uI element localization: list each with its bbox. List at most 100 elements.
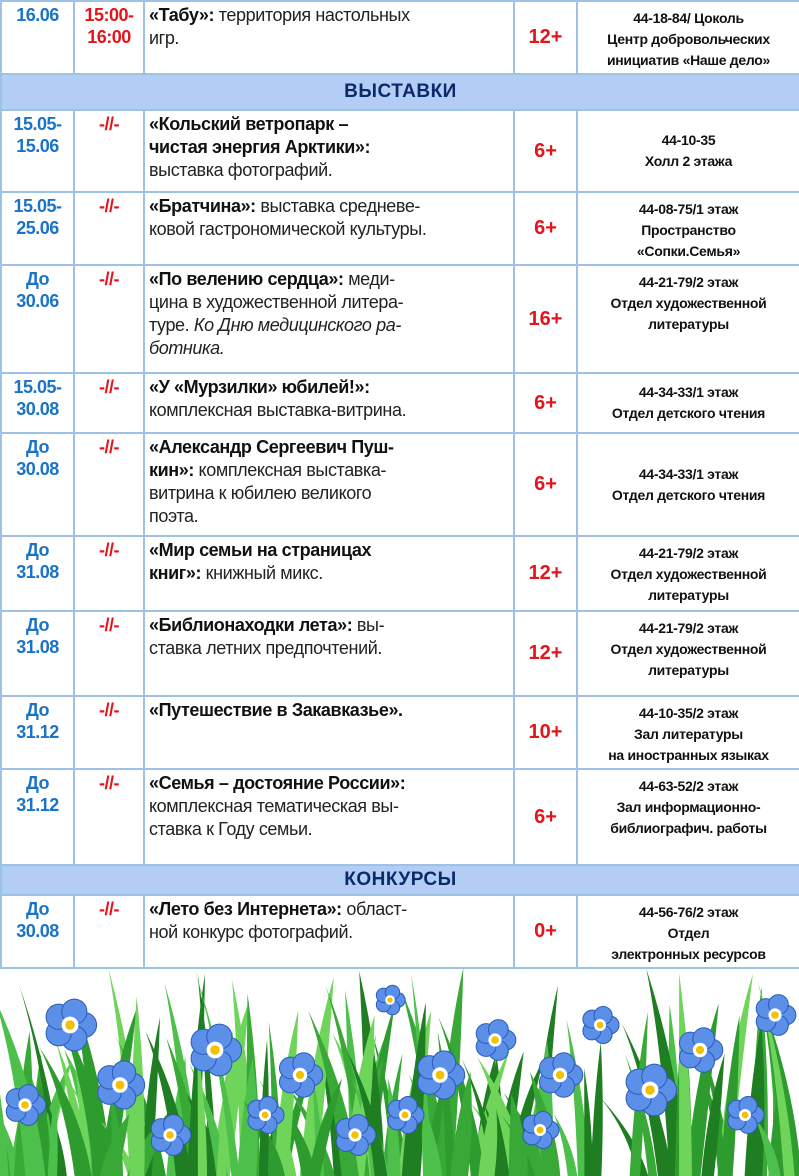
age-rating: 0+ <box>513 894 578 969</box>
flower-icon <box>190 1023 243 1077</box>
section-header: ВЫСТАВКИ <box>0 73 799 111</box>
time-text: -//- <box>99 377 120 397</box>
date-text: До 30.08 <box>16 437 59 479</box>
grass-blade <box>553 1113 578 1176</box>
event-date: 15.05- 25.06 <box>0 191 75 266</box>
date-text: До 31.08 <box>16 615 59 657</box>
age-text: 6+ <box>534 473 557 495</box>
event-note: Ко Дню медицинского ра- ботника. <box>149 315 401 358</box>
time-text: -//- <box>99 196 120 216</box>
flower-icon <box>582 1005 620 1045</box>
event-title: «Братчина»: <box>149 196 256 216</box>
event-description: «Библионаходки лета»: вы- ставка летних … <box>143 610 515 697</box>
flower-icon <box>387 1095 425 1135</box>
event-date: До 31.08 <box>0 535 75 612</box>
flower-icon <box>278 1052 324 1098</box>
event-location: 44-34-33/1 этаж Отдел детского чтения <box>576 372 799 434</box>
flower-icon <box>335 1114 377 1156</box>
age-text: 0+ <box>534 920 557 942</box>
grass-blade <box>75 1066 92 1176</box>
event-date: До 31.12 <box>0 768 75 866</box>
flower-icon <box>755 994 797 1036</box>
grass-blade <box>720 1015 740 1176</box>
event-location: 44-21-79/2 этаж Отдел художественной лит… <box>576 610 799 697</box>
event-location: 44-63-52/2 этаж Зал информационно- библи… <box>576 768 799 866</box>
event-date: 15.05- 30.08 <box>0 372 75 434</box>
date-text: До 31.08 <box>16 540 59 582</box>
table-row: До 31.12 -//- «Путешествие в Закавказье». 1… <box>0 695 799 770</box>
age-text: 6+ <box>534 391 557 414</box>
grass-blade <box>508 1094 528 1176</box>
location-text: 44-34-33/1 этаж Отдел детского чтения <box>611 384 766 421</box>
event-text: территория настольных игр. <box>149 5 410 48</box>
flower-icon <box>522 1110 560 1150</box>
age-text: 12+ <box>528 562 563 584</box>
event-date: До 30.06 <box>0 264 75 374</box>
table-row: До 31.08 -//- «Мир семьи на страницах книг… <box>0 535 799 612</box>
grass-blade <box>584 1068 593 1176</box>
table-row: 15.05- 30.08 -//- «У «Мурзилки» юбилей!»: … <box>0 372 799 434</box>
age-text: 6+ <box>534 805 557 828</box>
table-row: До 31.08 -//- «Библионаходки лета»: вы- ст… <box>0 610 799 697</box>
event-title: «У «Мурзилки» юбилей!»: <box>149 377 370 397</box>
event-description: «У «Мурзилки» юбилей!»: комплексная выст… <box>143 372 515 434</box>
event-title: «По велению сердца»: <box>149 269 344 289</box>
event-date: До 31.08 <box>0 610 75 697</box>
event-title: «Библионаходки лета»: <box>149 615 353 635</box>
event-text: област- ной конкурс фотографий. <box>149 899 407 942</box>
time-text: -//- <box>99 269 120 289</box>
grass-blade <box>110 1090 124 1176</box>
event-time: -//- <box>73 109 145 193</box>
location-text: 44-21-79/2 этаж Отдел художественной лит… <box>610 545 767 603</box>
grass-blade <box>193 966 240 1176</box>
table-row: До 30.08 -//- «Александр Сергеевич Пуш- ки… <box>0 432 799 537</box>
location-text: 44-63-52/2 этаж Зал информационно- библи… <box>610 778 767 836</box>
age-text: 12+ <box>528 642 563 664</box>
time-text: -//- <box>99 540 120 560</box>
event-date: До 31.12 <box>0 695 75 770</box>
event-location: 44-21-79/2 этаж Отдел художественной лит… <box>576 264 799 374</box>
event-location: 44-56-76/2 этаж Отдел электронных ресурс… <box>576 894 799 969</box>
flower-icon <box>45 998 98 1052</box>
grass-blade <box>39 1047 92 1176</box>
grass-blade <box>308 1078 343 1176</box>
event-description: «Семья – достояние России»: комплексная … <box>143 768 515 866</box>
event-description: «Лето без Интернета»: област- ной конкур… <box>143 894 515 969</box>
date-text: 15.05- 15.06 <box>13 114 62 156</box>
event-date: До 30.08 <box>0 432 75 537</box>
age-text: 10+ <box>528 721 563 743</box>
age-text: 12+ <box>528 26 563 48</box>
flower-icon <box>150 1114 192 1156</box>
event-description: «По велению сердца»: меди- цина в художе… <box>143 264 515 374</box>
event-location: 44-34-33/1 этаж Отдел детского чтения <box>576 432 799 537</box>
time-text: -//- <box>99 700 120 720</box>
age-rating: 6+ <box>513 191 578 266</box>
grass-blade <box>701 1053 725 1176</box>
flower-icon <box>247 1095 285 1135</box>
grass-blade <box>494 1051 524 1176</box>
event-text: выставка фотографий. <box>149 160 333 180</box>
flower-icon <box>678 1027 724 1073</box>
flower-icon <box>97 1060 146 1110</box>
age-rating: 6+ <box>513 372 578 434</box>
age-rating: 6+ <box>513 109 578 193</box>
section-title: ВЫСТАВКИ <box>0 73 799 111</box>
event-text: выставка средневе- ковой гастрономическо… <box>149 196 427 239</box>
event-description: «Мир семьи на страницах книг»: книжный м… <box>143 535 515 612</box>
age-text: 6+ <box>534 217 557 239</box>
section-title: КОНКУРСЫ <box>0 864 799 896</box>
date-text: До 31.12 <box>16 773 59 815</box>
flower-icon <box>375 984 406 1016</box>
grass-blade <box>258 1078 297 1176</box>
event-title: «Путешествие в Закавказье». <box>149 700 403 720</box>
event-location: 44-18-84/ Цоколь Центр добровольческих и… <box>576 0 799 75</box>
event-text: книжный микс. <box>201 563 324 583</box>
grass-blade <box>450 1071 472 1176</box>
event-text: меди- цина в художественной литера- туре… <box>149 269 404 335</box>
table-row: 15.05- 15.06 -//- «Кольский ветропарк – чи… <box>0 109 799 193</box>
location-text: 44-18-84/ Цоколь Центр добровольческих и… <box>606 10 771 68</box>
event-text: комплексная тематическая вы- ставка к Го… <box>149 796 399 839</box>
event-date: До 30.08 <box>0 894 75 969</box>
section-header: КОНКУРСЫ <box>0 864 799 896</box>
time-text: 15:00- 16:00 <box>84 5 134 47</box>
